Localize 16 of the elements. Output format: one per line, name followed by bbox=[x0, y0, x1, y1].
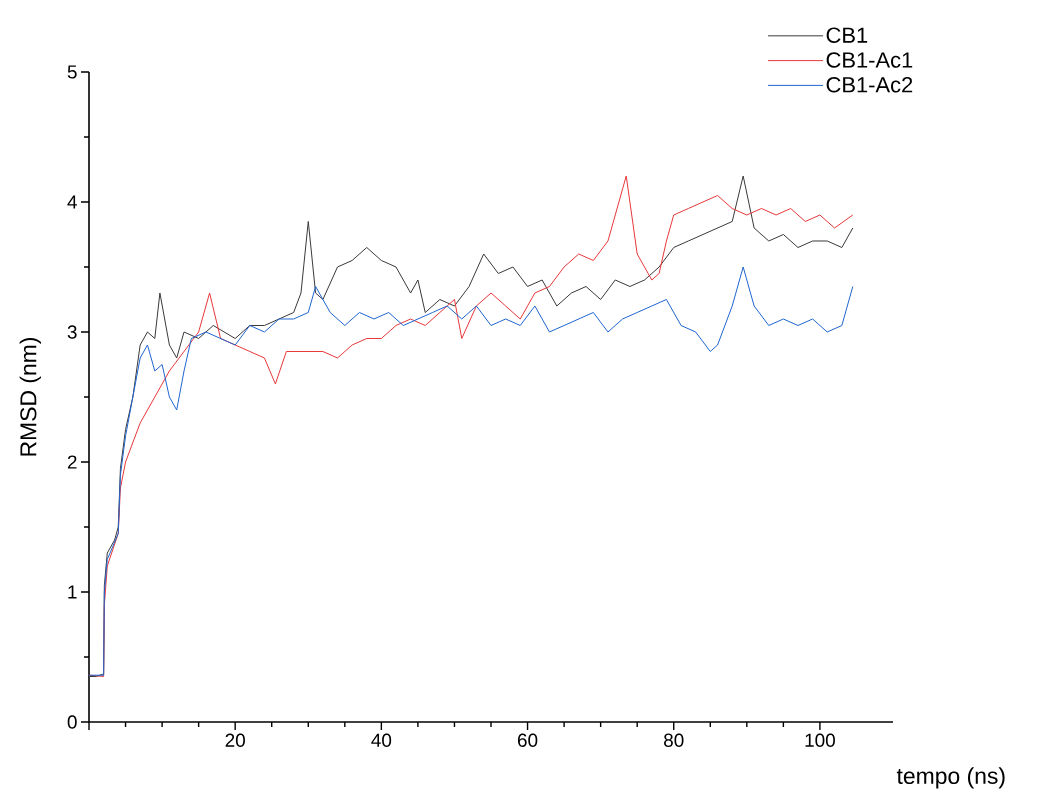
legend-label: CB1-Ac2 bbox=[826, 76, 913, 93]
x-tick-label: 40 bbox=[371, 733, 392, 747]
x-tick-label: 100 bbox=[805, 733, 835, 747]
y-tick-label: 4 bbox=[67, 195, 77, 209]
y-tick-label: 3 bbox=[67, 325, 77, 339]
x-tick-label: 20 bbox=[225, 733, 245, 747]
y-tick-label: 5 bbox=[67, 65, 77, 79]
legend-label: CB1-Ac1 bbox=[826, 52, 913, 68]
x-tick-label: 60 bbox=[517, 733, 538, 747]
x-axis-title: tempo (ns) bbox=[896, 767, 1005, 789]
x-tick-label: 80 bbox=[664, 733, 684, 747]
y-tick-label: 2 bbox=[67, 455, 77, 469]
y-tick-label: 1 bbox=[68, 585, 77, 599]
legend-label: CB1 bbox=[826, 27, 868, 43]
y-axis-title: RMSD (nm) bbox=[19, 337, 41, 456]
y-tick-label: 0 bbox=[67, 715, 77, 729]
